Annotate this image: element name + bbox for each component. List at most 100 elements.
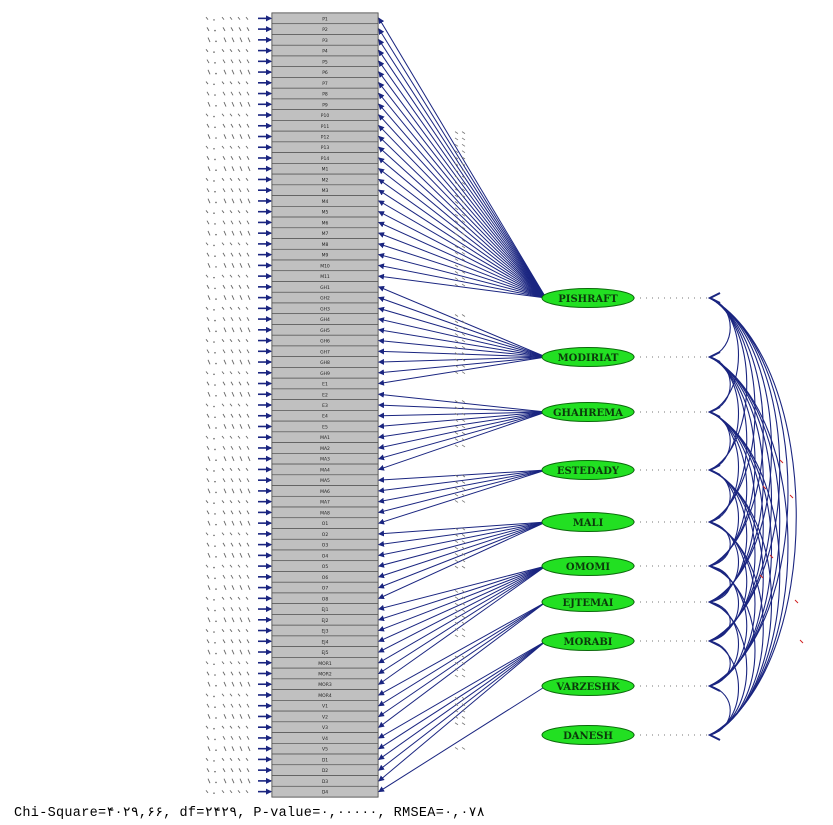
loading-path xyxy=(378,60,547,299)
error-value-mark xyxy=(206,381,250,386)
loading-path xyxy=(378,39,547,299)
loading-value-mark xyxy=(454,345,466,349)
error-value-mark xyxy=(207,746,251,752)
covariance-arrowhead xyxy=(707,292,721,304)
loading-value-mark xyxy=(454,314,466,317)
indicator-label: MA8 xyxy=(320,510,330,516)
error-value-mark xyxy=(205,757,249,762)
loading-value-mark xyxy=(454,703,466,707)
loading-value-mark xyxy=(454,500,466,503)
loading-value-mark xyxy=(454,540,466,544)
loading-value-mark xyxy=(454,137,466,141)
loading-value-mark xyxy=(454,207,466,211)
indicator-label: M10 xyxy=(320,263,330,269)
indicator-label: E1 xyxy=(322,382,328,388)
indicator-label: MA4 xyxy=(320,467,330,473)
indicator-label: P1 xyxy=(322,16,328,22)
latent-factor-label: MALI xyxy=(573,518,604,529)
error-value-mark xyxy=(206,284,250,290)
covariance-arc xyxy=(709,685,731,736)
loading-value-mark xyxy=(454,444,466,448)
loading-value-mark xyxy=(454,213,466,217)
error-value-mark xyxy=(207,714,251,719)
covariance-arrowhead xyxy=(707,635,721,647)
error-value-mark xyxy=(206,59,250,64)
loading-path xyxy=(378,565,547,664)
error-value-mark xyxy=(205,790,249,794)
loading-path xyxy=(378,565,547,653)
indicator-label: P2 xyxy=(322,27,328,33)
loading-value-mark xyxy=(454,232,466,236)
indicator-label: M5 xyxy=(322,210,329,216)
error-value-mark xyxy=(205,435,249,440)
covariance-value-mark xyxy=(789,494,794,499)
indicator-label: EJ3 xyxy=(321,629,328,635)
indicator-label: V5 xyxy=(322,747,328,753)
indicator-label: M6 xyxy=(322,220,329,226)
loading-value-mark xyxy=(454,277,466,281)
error-value-mark xyxy=(205,306,249,311)
error-value-mark xyxy=(206,639,250,644)
indicator-label: V3 xyxy=(322,725,328,731)
error-value-mark xyxy=(207,101,251,107)
covariance-value-mark xyxy=(759,574,764,579)
loading-path xyxy=(378,469,547,515)
loading-path xyxy=(378,565,547,611)
loading-value-mark xyxy=(454,621,466,625)
loading-value-mark xyxy=(454,220,466,223)
error-value-mark xyxy=(206,188,250,193)
loading-value-mark xyxy=(454,264,466,268)
loading-path xyxy=(378,327,547,358)
indicator-label: M11 xyxy=(320,274,330,280)
error-value-mark xyxy=(207,456,251,462)
indicator-label: EJ2 xyxy=(321,618,328,624)
loading-path xyxy=(378,200,547,299)
error-value-mark xyxy=(207,585,251,591)
indicator-label: M7 xyxy=(322,231,329,237)
loading-value-mark xyxy=(454,239,466,242)
indicator-label: O4 xyxy=(322,553,329,559)
covariance-value-mark xyxy=(769,554,774,559)
loading-value-mark xyxy=(454,438,466,441)
error-value-mark xyxy=(205,339,249,343)
loading-path xyxy=(378,601,547,728)
indicator-label: O2 xyxy=(322,532,329,538)
loading-path xyxy=(378,338,547,358)
loading-path xyxy=(378,521,547,558)
loading-value-mark xyxy=(454,615,466,619)
error-value-mark xyxy=(205,532,249,537)
loading-value-mark xyxy=(454,696,466,700)
error-value-mark xyxy=(207,295,251,301)
loading-value-mark xyxy=(454,150,466,153)
covariance-arrowhead xyxy=(707,406,721,418)
indicator-label: EJ4 xyxy=(321,639,328,645)
error-value-mark xyxy=(207,681,251,687)
indicator-label: EJ5 xyxy=(321,650,328,656)
loading-path xyxy=(378,103,547,299)
loading-path xyxy=(378,273,547,299)
loading-path xyxy=(378,640,547,782)
error-value-mark xyxy=(206,413,250,419)
loading-path xyxy=(378,286,547,358)
loading-path xyxy=(378,521,547,589)
indicator-label: E5 xyxy=(322,424,328,430)
loading-path xyxy=(378,82,547,299)
indicator-label: V2 xyxy=(322,714,328,720)
error-value-mark xyxy=(205,210,249,214)
error-value-mark xyxy=(207,37,251,43)
loading-path xyxy=(378,125,547,299)
indicator-label: O5 xyxy=(322,564,329,570)
error-value-mark xyxy=(205,725,249,730)
latent-factor-label: VARZESHK xyxy=(555,682,620,693)
covariance-arc xyxy=(709,411,731,471)
latent-factor-label: ESTEDADY xyxy=(557,466,620,477)
covariance-arc xyxy=(709,297,789,687)
indicator-label: GH4 xyxy=(320,317,330,323)
error-value-mark xyxy=(207,552,251,558)
indicator-label: MA6 xyxy=(320,489,330,495)
loading-path xyxy=(378,402,547,413)
loading-value-mark xyxy=(454,668,466,672)
error-value-mark xyxy=(207,359,251,365)
covariance-value-mark xyxy=(794,599,799,604)
error-value-mark xyxy=(205,113,249,118)
